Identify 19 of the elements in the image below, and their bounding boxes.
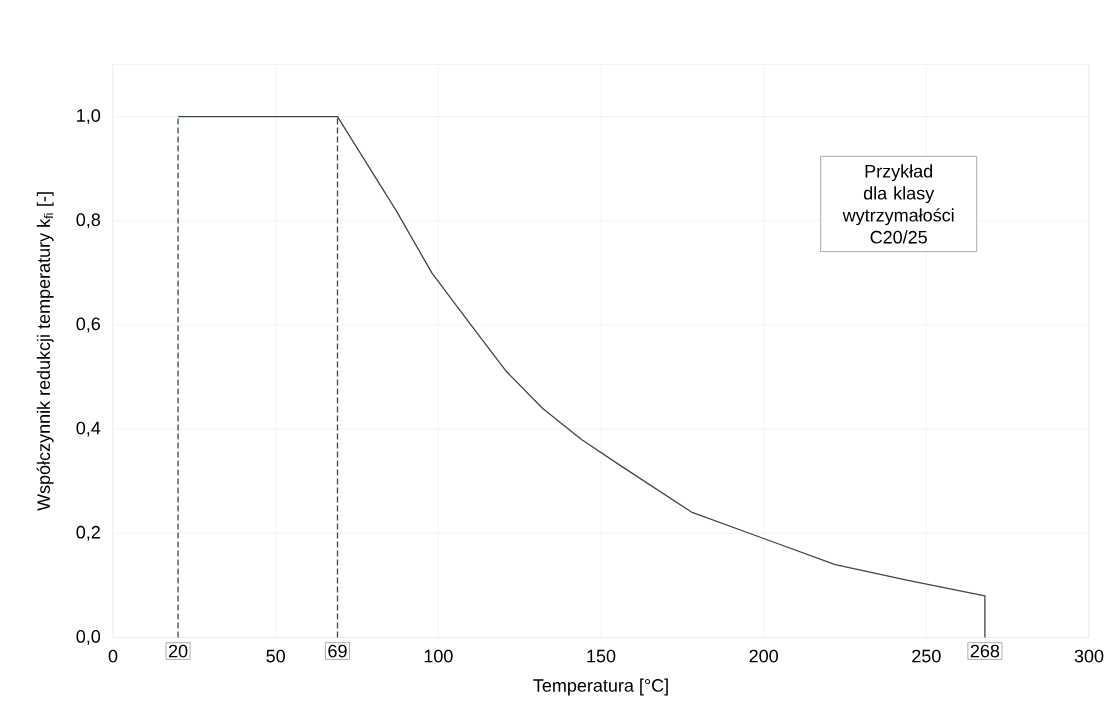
x-tick-label: 100 [424,649,453,663]
annotation: 20 [168,644,188,658]
y-tick-label: 0,0 [76,630,101,645]
x-axis-title: Temperatura [°C] [533,678,668,696]
x-tick-label: 250 [912,649,941,663]
x-tick-label: 150 [587,649,616,663]
y-axis-title: Współczynnik redukcji temperatury k$_{fi}$ [-] [36,192,54,511]
x-tick-label: 200 [749,649,778,663]
x-tick-label: 50 [266,649,285,663]
annotation: Przykład dla klasy wytrzymałości C20/25 [842,164,954,244]
x-tick-label: 300 [1074,649,1104,663]
y-tick-label: 1,0 [77,109,101,125]
y-tick-label: 0,8 [76,213,101,229]
annotation: 268 [970,644,1000,658]
y-tick-label: 0,2 [76,525,100,541]
y-tick-label: 0,6 [76,317,101,333]
x-tick-label: 0 [108,649,118,663]
y-tick-label: 0,4 [76,421,101,437]
annotation: 69 [328,644,347,658]
